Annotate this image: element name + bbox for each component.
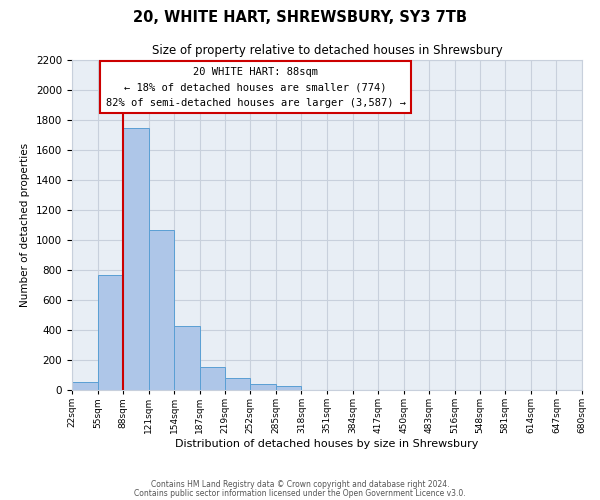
Text: 20, WHITE HART, SHREWSBURY, SY3 7TB: 20, WHITE HART, SHREWSBURY, SY3 7TB	[133, 10, 467, 25]
Text: Contains public sector information licensed under the Open Government Licence v3: Contains public sector information licen…	[134, 489, 466, 498]
Bar	[175, 326, 200, 390]
Y-axis label: Number of detached properties: Number of detached properties	[20, 143, 31, 307]
Bar	[149, 230, 175, 390]
Text: 20 WHITE HART: 88sqm
← 18% of detached houses are smaller (774)
82% of semi-deta: 20 WHITE HART: 88sqm ← 18% of detached h…	[106, 66, 406, 108]
Bar	[123, 128, 149, 390]
Title: Size of property relative to detached houses in Shrewsbury: Size of property relative to detached ho…	[152, 44, 502, 58]
X-axis label: Distribution of detached houses by size in Shrewsbury: Distribution of detached houses by size …	[175, 439, 479, 449]
Text: Contains HM Land Registry data © Crown copyright and database right 2024.: Contains HM Land Registry data © Crown c…	[151, 480, 449, 489]
Bar	[72, 382, 98, 390]
Bar	[276, 386, 301, 390]
Bar	[250, 384, 276, 390]
Bar	[98, 274, 123, 390]
Bar	[224, 378, 250, 390]
Bar	[200, 367, 224, 390]
